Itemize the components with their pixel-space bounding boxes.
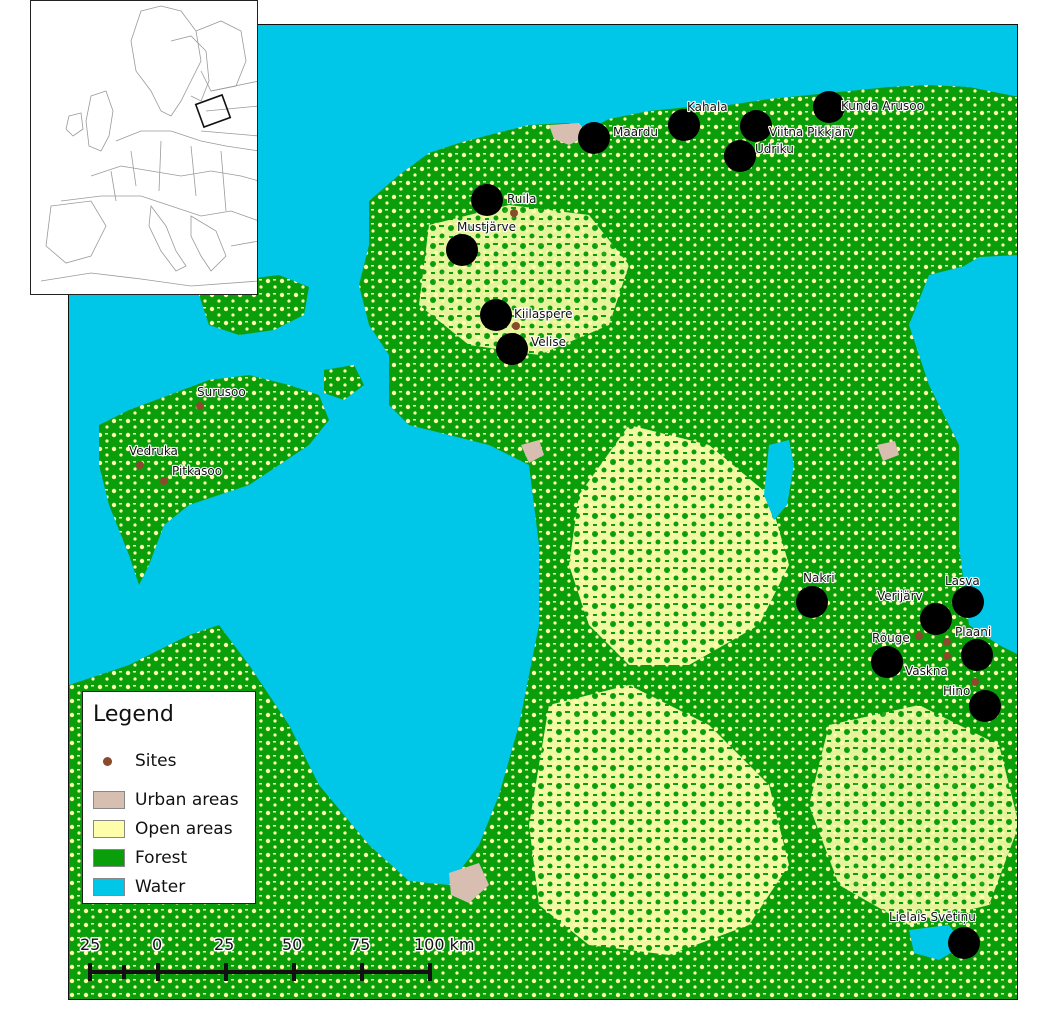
label-viitna: Viitna Pikkjärv bbox=[769, 125, 854, 139]
label-kahala: Kahala bbox=[687, 100, 728, 114]
legend-row-open: Open areas bbox=[93, 818, 233, 840]
dot-surusoo[interactable] bbox=[196, 402, 204, 410]
legend-open-swatch bbox=[93, 820, 125, 838]
legend-sites-dot bbox=[103, 756, 112, 766]
label-udriku: Udriku bbox=[755, 142, 794, 156]
label-lasva: Lasva bbox=[945, 574, 980, 588]
map-legend: Legend Sites Urban areas Open areas Fore… bbox=[82, 691, 256, 904]
marker-hino[interactable] bbox=[969, 690, 1001, 722]
marker-udriku[interactable] bbox=[724, 140, 756, 172]
dot-rouge[interactable] bbox=[915, 632, 923, 640]
open-areas-patch-1 bbox=[569, 425, 789, 665]
legend-sites-label: Sites bbox=[135, 751, 177, 771]
label-ruila: Ruila bbox=[507, 192, 536, 206]
label-verijarv: Verijärv bbox=[877, 589, 923, 603]
marker-nakri[interactable] bbox=[796, 586, 828, 618]
dot-plaani[interactable] bbox=[943, 638, 951, 646]
legend-row-urban: Urban areas bbox=[93, 789, 239, 811]
marker-maardu[interactable] bbox=[578, 122, 610, 154]
scale-bar: 25 0 25 50 75 100 km bbox=[79, 934, 476, 981]
label-maardu: Maardu bbox=[613, 125, 658, 139]
label-rouge: Rõuge bbox=[872, 631, 910, 645]
urban-riga bbox=[449, 863, 489, 903]
label-plaani: Plaani bbox=[955, 625, 991, 639]
dot-ruila[interactable] bbox=[510, 209, 518, 217]
label-kunda: Kunda Arusoo bbox=[841, 99, 924, 113]
land-saaremaa bbox=[99, 375, 329, 585]
inset-map-europe bbox=[30, 0, 258, 295]
lake-peipus bbox=[949, 255, 1017, 445]
land-muhu bbox=[324, 365, 364, 400]
legend-open-label: Open areas bbox=[135, 819, 233, 839]
marker-verijarv[interactable] bbox=[920, 603, 952, 635]
label-hino: Hino bbox=[943, 684, 970, 698]
dot-vaskna[interactable] bbox=[943, 652, 951, 660]
small-site-dots bbox=[136, 209, 979, 686]
marker-rouge[interactable] bbox=[871, 646, 903, 678]
dot-vedruka[interactable] bbox=[136, 461, 144, 469]
marker-lielais[interactable] bbox=[948, 927, 980, 959]
legend-urban-swatch bbox=[93, 791, 125, 809]
scale-tick-3: 50 bbox=[282, 935, 302, 954]
site-labels: Maardu Kahala Viitna Pikkjärv Kunda Arus… bbox=[128, 98, 992, 925]
legend-row-sites: Sites bbox=[93, 750, 177, 772]
dot-pitkasoo[interactable] bbox=[160, 477, 168, 485]
label-vaskna: Vaskna bbox=[905, 664, 948, 678]
label-vedruka: Vedruka bbox=[129, 444, 178, 458]
legend-urban-label: Urban areas bbox=[135, 790, 239, 810]
marker-kunda[interactable] bbox=[813, 91, 845, 123]
lake-south bbox=[909, 925, 964, 960]
legend-row-forest: Forest bbox=[93, 847, 187, 869]
open-areas-patch-4 bbox=[809, 705, 1017, 925]
scale-tick-4: 75 bbox=[350, 935, 370, 954]
marker-ruila[interactable] bbox=[471, 184, 503, 216]
marker-lasva[interactable] bbox=[952, 586, 984, 618]
label-surusoo: Surusoo bbox=[197, 385, 246, 399]
scale-tick-5: 100 km bbox=[414, 935, 474, 954]
scale-tick-0: 25 bbox=[80, 935, 100, 954]
land-estonia-mainland bbox=[69, 85, 1017, 999]
legend-title: Legend bbox=[93, 702, 174, 727]
urban-tartu bbox=[877, 441, 899, 461]
marker-viitna[interactable] bbox=[740, 110, 772, 142]
lake-vortsjarv bbox=[764, 440, 794, 520]
large-site-markers bbox=[446, 91, 1001, 959]
legend-forest-swatch bbox=[93, 849, 125, 867]
label-nakri: Nakri bbox=[803, 571, 835, 585]
label-kiilaspere: Kiilaspere bbox=[514, 307, 573, 321]
scale-tick-1: 0 bbox=[152, 935, 162, 954]
legend-row-water: Water bbox=[93, 876, 185, 898]
dot-hino[interactable] bbox=[971, 678, 979, 686]
label-velise: Velise bbox=[531, 335, 566, 349]
marker-mustjarve[interactable] bbox=[446, 234, 478, 266]
inset-locator-box bbox=[194, 93, 232, 129]
label-mustjarve: Mustjärve bbox=[457, 220, 516, 234]
dot-kiilaspere[interactable] bbox=[512, 322, 520, 330]
urban-parnu bbox=[521, 440, 544, 463]
marker-velise[interactable] bbox=[496, 333, 528, 365]
marker-plaani[interactable] bbox=[961, 639, 993, 671]
label-pitkasoo: Pitkasoo bbox=[172, 464, 222, 478]
inset-map-canvas bbox=[31, 1, 257, 294]
legend-forest-label: Forest bbox=[135, 848, 188, 868]
marker-kahala[interactable] bbox=[668, 109, 700, 141]
marker-kiilaspere[interactable] bbox=[480, 299, 512, 331]
open-areas-patch-2 bbox=[529, 685, 789, 955]
label-lielais: Lielais Svētiņu bbox=[889, 910, 976, 924]
scale-tick-2: 25 bbox=[214, 935, 234, 954]
legend-water-label: Water bbox=[135, 877, 186, 897]
legend-water-swatch bbox=[93, 878, 125, 896]
